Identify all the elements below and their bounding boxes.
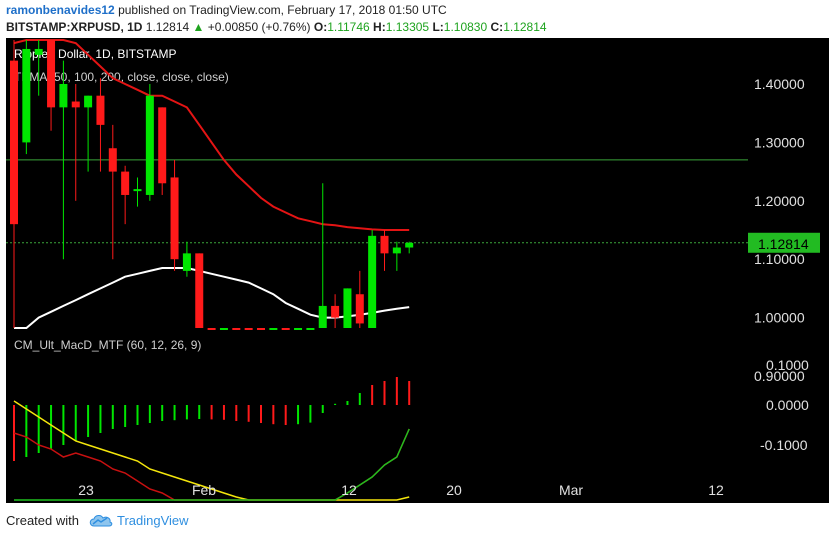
footer: Created with TradingView — [0, 503, 829, 538]
price-tick-label: 1.20000 — [754, 193, 805, 209]
close-label: C: — [490, 20, 504, 34]
candle-body — [133, 189, 142, 192]
change-value: +0.00850 (+0.76%) — [207, 20, 311, 34]
tradingview-link[interactable]: TradingView — [117, 513, 189, 528]
price-tick-label: 0.90000 — [754, 368, 805, 384]
candle-body — [368, 235, 377, 328]
low-value: 1.10830 — [443, 20, 488, 34]
x-tick-label: 12 — [341, 482, 357, 498]
macd-line-green — [14, 428, 410, 501]
candle-body — [331, 305, 340, 318]
symbol-label: BITSTAMP:XRPUSD, 1D — [6, 20, 143, 34]
x-tick-label: 23 — [78, 482, 94, 498]
price-tick-label: 1.00000 — [754, 310, 805, 326]
price-tick-label: 1.10000 — [754, 251, 805, 267]
candle-body — [294, 328, 303, 330]
candle-body — [269, 328, 278, 330]
candle-body — [232, 328, 241, 330]
close-value: 1.12814 — [503, 20, 547, 34]
macd-signal-line — [13, 400, 410, 501]
low-label: L: — [432, 20, 444, 34]
candle-body — [306, 328, 315, 330]
candle-body — [34, 48, 43, 55]
candle-body — [244, 328, 253, 330]
macd-tick-label: -0.1000 — [760, 437, 808, 453]
candle-body — [59, 84, 68, 108]
chart-area[interactable]: Ripple / Dollar, 1D, BITSTAMP TEMA (50, … — [6, 38, 829, 503]
candle-body — [84, 95, 93, 108]
indicator-label: TEMA (50, 100, 200, close, close, close) — [14, 70, 229, 84]
macd-title: CM_Ult_MacD_MTF (60, 12, 26, 9) — [14, 338, 201, 352]
symbol-bar: BITSTAMP:XRPUSD, 1D 1.12814 ▲ +0.00850 (… — [6, 20, 547, 34]
author-link[interactable]: ramonbenavides12 — [6, 3, 115, 17]
open-value: 1.11746 — [327, 20, 370, 34]
candle-body — [343, 288, 352, 328]
candle-body — [158, 107, 167, 184]
candle-body — [96, 95, 105, 125]
candle-body — [22, 48, 31, 143]
candle-body — [47, 40, 56, 108]
candle-body — [170, 177, 179, 260]
tradingview-cloud-icon[interactable] — [88, 512, 114, 528]
publish-text: published on TradingView.com, February 1… — [118, 3, 447, 17]
last-price: 1.12814 — [145, 20, 190, 34]
high-value: 1.13305 — [385, 20, 430, 34]
candle-body — [182, 253, 191, 271]
candle-body — [392, 247, 401, 254]
candle-body — [257, 328, 265, 330]
candle-body — [355, 294, 364, 324]
candle-body — [380, 235, 389, 254]
chart-svg[interactable]: Ripple / Dollar, 1D, BITSTAMP TEMA (50, … — [6, 38, 829, 503]
x-tick-label: 20 — [446, 482, 462, 498]
created-with-text: Created with — [6, 513, 79, 528]
up-arrow-icon: ▲ — [192, 20, 205, 34]
publish-info: ramonbenavides12 published on TradingVie… — [6, 3, 447, 17]
tema-fast-line — [13, 39, 410, 231]
candle-body — [405, 242, 414, 248]
candle-body — [207, 328, 216, 330]
x-tick-label: Feb — [192, 482, 216, 498]
tema-slow-line — [14, 267, 410, 329]
macd-tick-label: 0.0000 — [766, 397, 809, 413]
last-price-badge — [748, 232, 820, 253]
candle-body — [318, 305, 327, 328]
macd-tick-label: 0.1000 — [766, 357, 809, 373]
price-tick-label: 1.40000 — [754, 76, 805, 92]
high-label: H: — [373, 20, 386, 34]
candle-body — [10, 60, 18, 225]
candle-body — [145, 95, 154, 195]
candle-body — [108, 148, 117, 172]
price-tick-label: 1.30000 — [754, 134, 805, 150]
candle-body — [71, 101, 80, 108]
x-tick-label: 12 — [708, 482, 724, 498]
candle-body — [195, 253, 204, 328]
candle-body — [219, 328, 228, 330]
candle-body — [281, 328, 290, 330]
open-label: O: — [313, 20, 328, 34]
x-tick-label: Mar — [559, 482, 583, 498]
candle-body — [121, 171, 130, 195]
last-price-badge-label: 1.12814 — [758, 236, 809, 252]
